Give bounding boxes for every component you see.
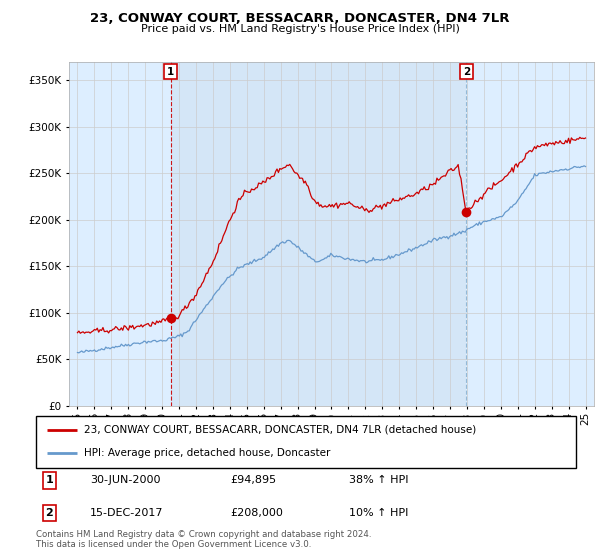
FancyBboxPatch shape	[36, 416, 576, 468]
Text: 2: 2	[46, 508, 53, 518]
Text: 10% ↑ HPI: 10% ↑ HPI	[349, 508, 409, 518]
Text: 38% ↑ HPI: 38% ↑ HPI	[349, 475, 409, 486]
Text: Contains HM Land Registry data © Crown copyright and database right 2024.
This d: Contains HM Land Registry data © Crown c…	[36, 530, 371, 549]
Text: 1: 1	[46, 475, 53, 486]
Text: HPI: Average price, detached house, Doncaster: HPI: Average price, detached house, Donc…	[83, 448, 330, 458]
Text: 30-JUN-2000: 30-JUN-2000	[90, 475, 161, 486]
Text: 23, CONWAY COURT, BESSACARR, DONCASTER, DN4 7LR: 23, CONWAY COURT, BESSACARR, DONCASTER, …	[90, 12, 510, 25]
Text: 23, CONWAY COURT, BESSACARR, DONCASTER, DN4 7LR (detached house): 23, CONWAY COURT, BESSACARR, DONCASTER, …	[83, 425, 476, 435]
Bar	[170, 62, 466, 406]
Text: £94,895: £94,895	[230, 475, 277, 486]
Text: 2: 2	[463, 67, 470, 77]
Text: 1: 1	[167, 67, 174, 77]
Text: Price paid vs. HM Land Registry's House Price Index (HPI): Price paid vs. HM Land Registry's House …	[140, 24, 460, 34]
Text: £208,000: £208,000	[230, 508, 283, 518]
Text: 15-DEC-2017: 15-DEC-2017	[90, 508, 163, 518]
